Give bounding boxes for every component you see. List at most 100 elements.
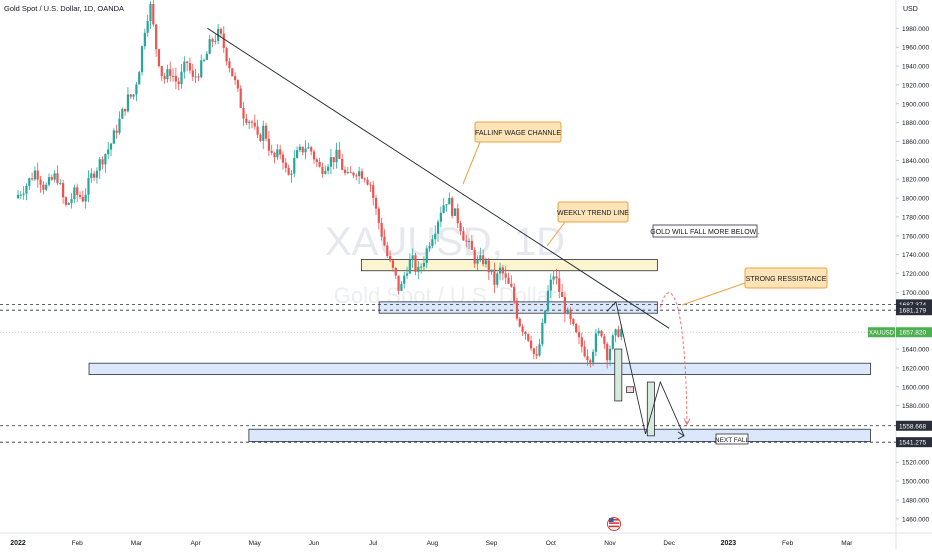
watermark-symbol: XAUUSD, 1D bbox=[325, 220, 565, 264]
candle-body bbox=[544, 310, 547, 323]
candle-body bbox=[459, 223, 462, 232]
candle-body bbox=[405, 273, 409, 276]
callout-weekly-trend-box bbox=[557, 201, 629, 223]
candle-body bbox=[301, 146, 304, 153]
candle-body bbox=[81, 197, 84, 202]
candle-body bbox=[214, 40, 217, 42]
note-next-fall[interactable]: NEXT FALL bbox=[715, 433, 750, 445]
candle-body bbox=[366, 179, 369, 185]
candle-body bbox=[400, 283, 403, 291]
candle-body bbox=[22, 193, 25, 195]
candle-body bbox=[394, 267, 397, 276]
candle-body bbox=[352, 172, 355, 176]
price-tick-label: 1940.000 bbox=[902, 64, 929, 71]
blue-target-zone bbox=[248, 428, 871, 442]
candle-body bbox=[109, 143, 113, 150]
candle-body bbox=[425, 248, 428, 263]
candle-body bbox=[140, 46, 144, 73]
price-tick-label: 1780.000 bbox=[902, 214, 929, 221]
price-tag-level-4-text: 1541.275 bbox=[899, 440, 926, 447]
candle-body bbox=[138, 72, 141, 85]
note-next-fall-text: NEXT FALL bbox=[715, 437, 750, 444]
price-tag-level-2-text: 1681.179 bbox=[899, 308, 926, 315]
symbol-title[interactable]: Gold Spot / U.S. Dollar, 1D, OANDA bbox=[4, 4, 124, 13]
blue-resistance-zone bbox=[378, 301, 658, 314]
callout-weekly-trend[interactable]: WEEKLY TREND LINE bbox=[546, 201, 629, 247]
candle-body bbox=[445, 204, 448, 206]
candle-body bbox=[343, 169, 347, 174]
candle-body bbox=[482, 255, 485, 265]
candle-body bbox=[436, 221, 440, 234]
price-tag-level-3-text: 1558.668 bbox=[899, 423, 926, 430]
candle-body bbox=[467, 240, 471, 242]
callout-strong-resistance[interactable]: STRONG RESSISTANCE bbox=[681, 267, 828, 306]
candle-body bbox=[315, 159, 318, 163]
price-tick-label: 1640.000 bbox=[902, 347, 929, 354]
candle-body bbox=[304, 148, 307, 153]
candle-body bbox=[611, 335, 614, 349]
candle-body bbox=[236, 80, 239, 89]
candle-body bbox=[169, 69, 172, 76]
candle-body bbox=[47, 177, 51, 185]
note-gold-will-fall[interactable]: GOLD WILL FALL MORE BELOW.. bbox=[650, 224, 760, 238]
candle-body bbox=[349, 172, 352, 174]
callout-falling-wedge[interactable]: FALLINF WAGE CHANNLE bbox=[462, 121, 562, 185]
candle-body bbox=[129, 94, 132, 97]
candle-body bbox=[538, 344, 541, 356]
price-tick-label: 1480.000 bbox=[902, 497, 929, 504]
symbol-badge-text: XAUUSD bbox=[869, 331, 895, 337]
candle-body bbox=[397, 275, 400, 291]
time-tick-label: Mar bbox=[841, 540, 853, 547]
candle-body bbox=[332, 157, 335, 163]
price-tick-label: 1760.000 bbox=[902, 233, 929, 240]
candle-body bbox=[183, 61, 186, 72]
candle-body bbox=[606, 343, 609, 361]
candle-body bbox=[149, 3, 152, 22]
candle-body bbox=[87, 178, 90, 195]
candle-body bbox=[42, 184, 45, 190]
candle-body bbox=[369, 184, 372, 186]
candle-body bbox=[248, 121, 251, 123]
candle-body bbox=[30, 178, 34, 180]
candle-body bbox=[414, 255, 417, 272]
callout-falling-wedge-pointer bbox=[462, 141, 481, 185]
candle-body bbox=[617, 329, 620, 337]
candle-body bbox=[222, 33, 225, 49]
us-flag-icon[interactable] bbox=[607, 517, 621, 531]
candle-body bbox=[546, 290, 550, 311]
candle-body bbox=[290, 173, 293, 175]
candle-body bbox=[389, 256, 392, 261]
candle-body bbox=[422, 262, 426, 267]
candle-body bbox=[603, 336, 606, 344]
price-tag-level-3-bg bbox=[896, 420, 932, 431]
projection-box-3 bbox=[646, 381, 655, 437]
price-tick-label: 1820.000 bbox=[902, 177, 929, 184]
price-tick-label: 1980.000 bbox=[902, 26, 929, 33]
candle-body bbox=[208, 39, 211, 54]
candle-body bbox=[225, 48, 228, 62]
candle-body bbox=[202, 59, 206, 61]
candle-body bbox=[78, 194, 82, 198]
candle-body bbox=[259, 134, 262, 141]
candle-body bbox=[279, 149, 282, 155]
candle-body bbox=[493, 269, 496, 285]
candle-body bbox=[191, 70, 194, 77]
candle-body bbox=[287, 167, 290, 175]
candle-body bbox=[174, 75, 177, 82]
candle-body bbox=[318, 162, 321, 167]
resistance-rejection-arc bbox=[659, 292, 688, 425]
candle-body bbox=[186, 61, 189, 64]
candle-body bbox=[549, 279, 552, 291]
candle-body bbox=[276, 149, 279, 158]
candle-body bbox=[310, 147, 313, 152]
currency-label: USD bbox=[903, 6, 918, 13]
candle-body bbox=[326, 166, 330, 171]
candle-body bbox=[118, 118, 121, 133]
candle-body bbox=[298, 146, 302, 151]
candle-body bbox=[498, 267, 502, 274]
projection-box-1 bbox=[614, 348, 623, 402]
time-axis-ticks: 2022 Feb Mar Apr May Jun Jul Aug Sep Oct Nov Dec 202… bbox=[10, 540, 853, 547]
candle-body bbox=[487, 260, 490, 273]
